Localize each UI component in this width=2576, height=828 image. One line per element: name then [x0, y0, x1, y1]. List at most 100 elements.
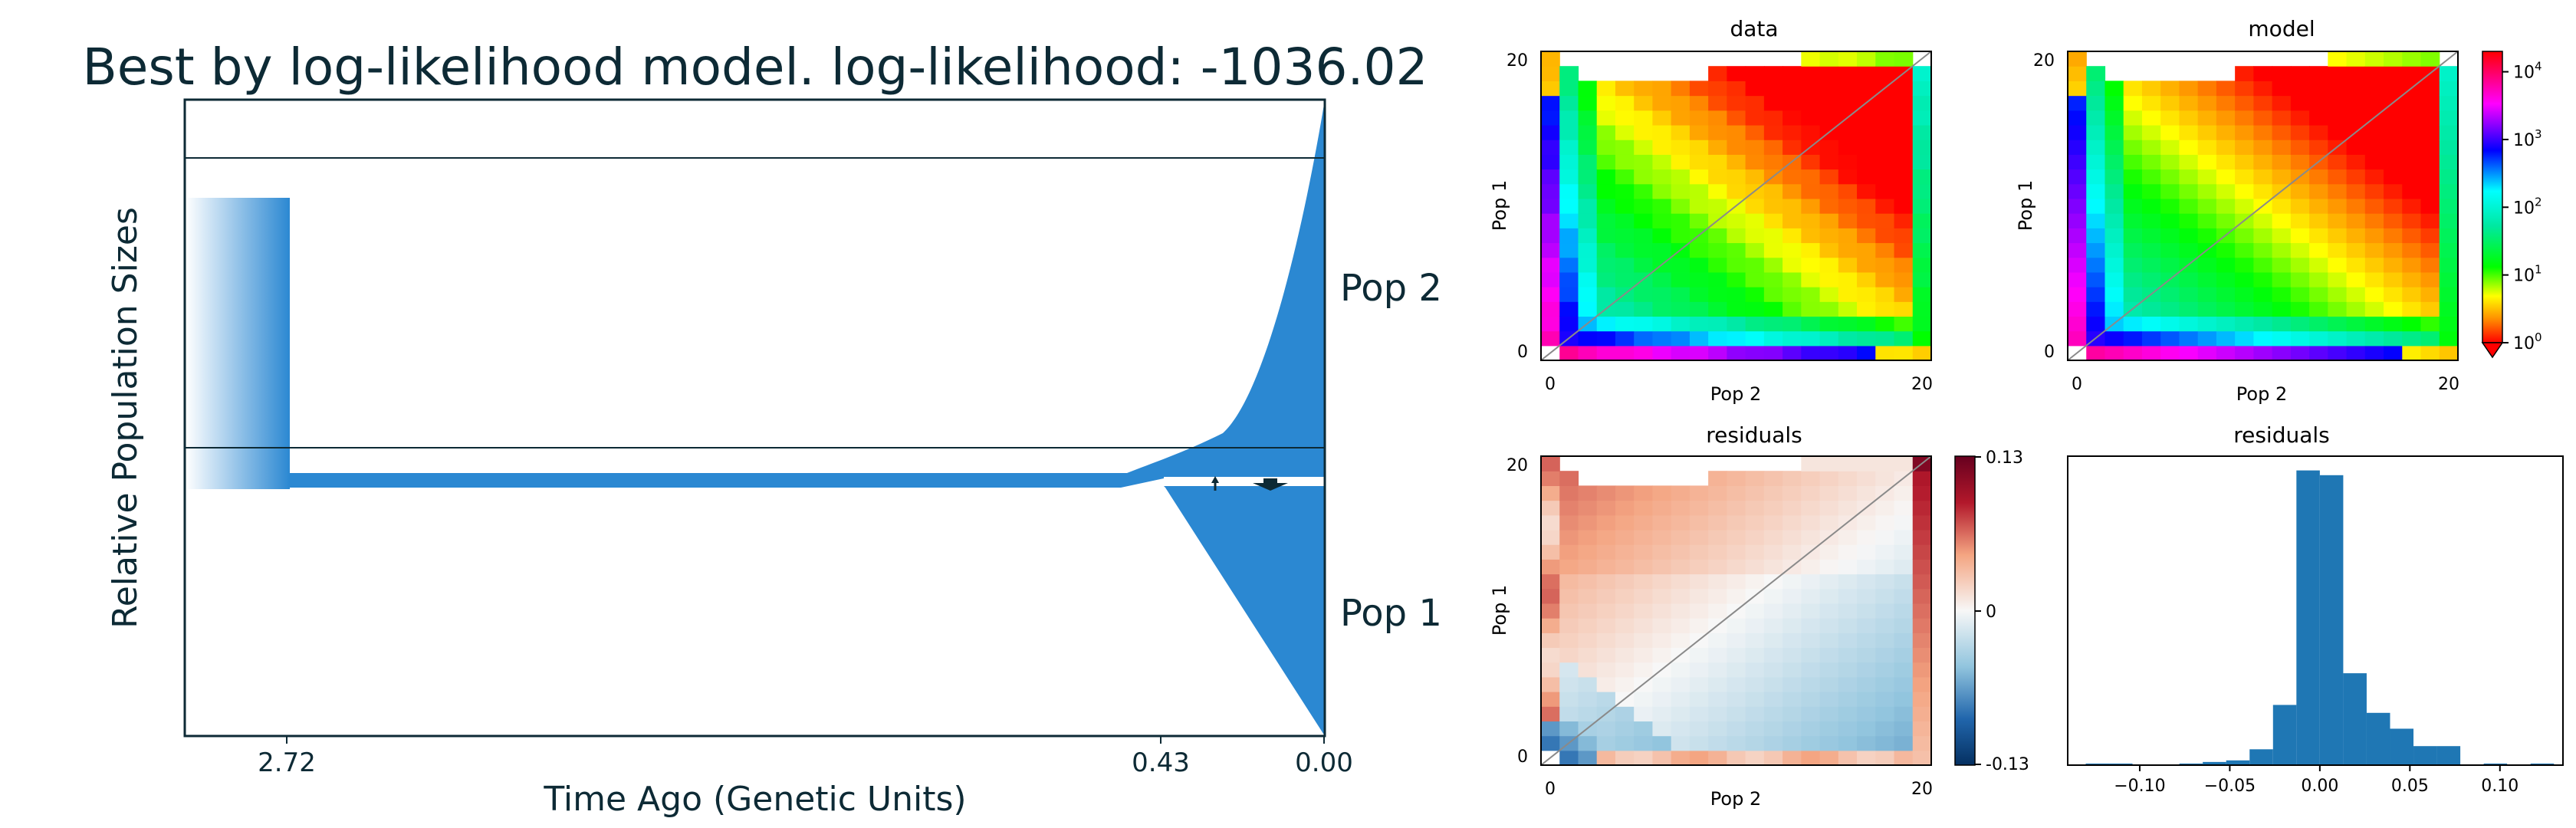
heatmap-cell [1857, 228, 1876, 244]
heatmap-cell [1857, 183, 1876, 199]
heatmap-cell [2141, 80, 2161, 97]
heatmap-cell [2160, 257, 2180, 273]
heatmap-cell [1559, 692, 1579, 707]
heatmap-cell [2384, 213, 2403, 228]
heatmap-cell [2235, 154, 2254, 170]
heatmap-cell [1912, 95, 1932, 111]
panel-title: residuals [2233, 422, 2330, 448]
heatmap-cell [1745, 95, 1765, 111]
heatmap-cell [1652, 692, 1672, 707]
heatmap-cell [2104, 169, 2124, 185]
heatmap-cell [2235, 124, 2254, 140]
heatmap-cell [2402, 257, 2422, 273]
heatmap-cell [2364, 242, 2384, 258]
heatmap-cell [1894, 80, 1914, 97]
heatmap-cell [1838, 257, 1858, 273]
heatmap-cell [1708, 95, 1727, 111]
heatmap-cell [1727, 485, 1746, 501]
heatmap-cell [1541, 662, 1560, 678]
heatmap-cell [1819, 603, 1839, 619]
heatmap-cell [2086, 213, 2106, 228]
heatmap-cell [1578, 750, 1598, 766]
heatmap-cell [1745, 287, 1765, 302]
heatmap-cell [1875, 213, 1895, 228]
heatmap-cell [1894, 485, 1914, 501]
heatmap-cell [1783, 242, 1802, 258]
heatmap-cell [2216, 110, 2236, 126]
heatmap-cell [2309, 140, 2328, 155]
heatmap-cell [1783, 198, 1802, 214]
histogram-bar [2249, 749, 2273, 765]
heatmap-cell [1801, 287, 1821, 302]
heatmap-cell [1763, 588, 1783, 604]
heatmap-cell [1578, 80, 1598, 97]
heatmap-cell [1894, 750, 1914, 766]
heatmap-cell [1615, 529, 1635, 545]
colorbar-tick-label: 101 [2513, 263, 2542, 286]
heatmap-cell [2068, 301, 2087, 317]
heatmap-cell [2179, 228, 2199, 244]
heatmap-cell [2439, 287, 2459, 302]
heatmap-cell [1708, 110, 1727, 126]
heatmap-cell [1727, 213, 1746, 228]
heatmap-cell [2328, 154, 2348, 170]
heatmap-cell [1689, 140, 1709, 155]
heatmap-cell [1894, 51, 1914, 67]
heatmap-cell [1671, 316, 1691, 332]
heatmap-cell [1615, 514, 1635, 531]
heatmap-cell [2328, 124, 2348, 140]
heatmap-cell [1857, 603, 1876, 619]
heatmap-cell [2068, 140, 2087, 155]
heatmap-cell [2141, 257, 2161, 273]
heatmap-cell [1727, 330, 1746, 347]
heatmap-cell [1801, 471, 1821, 486]
heatmap-cell [2235, 110, 2254, 126]
heatmap-cell [1857, 124, 1876, 140]
heatmap-cell [1634, 618, 1654, 633]
heatmap-cell [2123, 140, 2143, 155]
heatmap-cell [2123, 271, 2143, 288]
heatmap-cell [1912, 500, 1932, 516]
heatmap-cell [1689, 110, 1709, 126]
heatmap-cell [1689, 301, 1709, 317]
heatmap-cell [2216, 95, 2236, 111]
heatmap-cell [1708, 183, 1727, 199]
heatmap-cell [2104, 271, 2124, 288]
heatmap-cell [1727, 66, 1746, 81]
heatmap-cell [1596, 750, 1616, 766]
heatmap-cell [2160, 228, 2180, 244]
heatmap-cell [1541, 573, 1560, 590]
heatmap-cell [2197, 110, 2217, 126]
heatmap-cell [1912, 588, 1932, 604]
colorbar-gradient [1954, 455, 1976, 766]
heatmap-cell [1857, 51, 1876, 67]
colorbar-ticks: 100 101 102 103 104 [2502, 60, 2542, 353]
histogram-bar [2296, 470, 2320, 765]
heatmap-cell [1708, 559, 1727, 575]
heatmap-cell [1596, 618, 1616, 633]
heatmap-cell [2384, 330, 2403, 347]
heatmap-cell [1894, 330, 1914, 347]
heatmap-cell [1838, 750, 1858, 766]
heatmap-cell [1912, 750, 1932, 766]
heatmap-cell [1727, 242, 1746, 258]
heatmap-cell [2384, 242, 2403, 258]
heatmap-cell [2384, 316, 2403, 332]
heatmap-cell [2068, 95, 2087, 111]
heatmap-cell [1708, 647, 1727, 663]
heatmap-cell [2384, 124, 2403, 140]
heatmap-cell [1801, 213, 1821, 228]
time-tick-label: 0.00 [1295, 748, 1353, 778]
heatmap-cell [2328, 257, 2348, 273]
heatmap-cell [2328, 316, 2348, 332]
heatmap-cell [2086, 140, 2106, 155]
heatmap-cell [2309, 345, 2328, 361]
heatmap-cell [2346, 198, 2366, 214]
heatmap-cell [1801, 662, 1821, 678]
heatmap-cell [1819, 110, 1839, 126]
heatmap-cell [2160, 330, 2180, 347]
heatmap-cell [2364, 80, 2384, 97]
heatmap-cell [1819, 213, 1839, 228]
heatmap-cell [1652, 345, 1672, 361]
heatmap-cell [1689, 750, 1709, 766]
